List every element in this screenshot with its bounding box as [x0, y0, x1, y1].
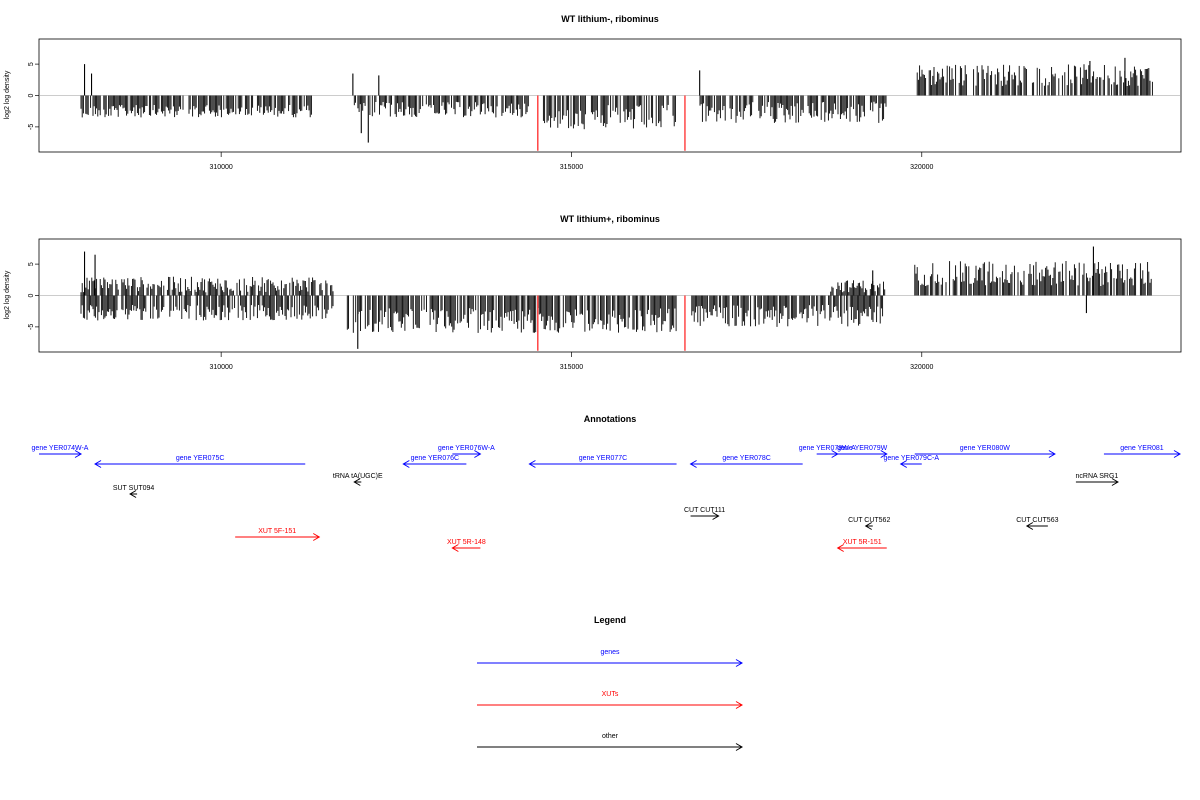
annotation-label: CUT CUT111 [684, 507, 725, 514]
annotation-feature: gene YER076W-A [438, 445, 495, 458]
annotation-feature: gene YER079W [837, 445, 888, 458]
annotation-label: gene YER076W-A [438, 445, 495, 452]
y-tick-label: -5 [28, 124, 35, 130]
arrowhead [1048, 450, 1056, 458]
annotation-feature: CUT CUT563 [1016, 517, 1059, 530]
legend-item: XUTs [477, 691, 743, 709]
y-tick-label: 5 [28, 62, 35, 66]
annotation-label: XUT 5F-151 [258, 528, 296, 535]
annotation-feature: gene YER081 [1103, 445, 1181, 458]
arrowhead [353, 478, 361, 486]
x-tick-label: 310000 [209, 164, 232, 171]
annotation-label: gene YER076C [411, 455, 460, 462]
x-tick-label: 310000 [209, 364, 232, 371]
arrowhead [899, 460, 908, 468]
arrowhead [451, 544, 459, 552]
annotation-label: gene YER075C [176, 455, 225, 462]
y-axis-label: log2 log density [4, 270, 11, 319]
legend: Legend genes XUTs other [477, 615, 743, 751]
legend-label: other [602, 733, 619, 740]
annotation-feature: gene YER076C [402, 455, 467, 468]
arrowhead [1025, 522, 1034, 530]
annotation-label: CUT CUT562 [848, 517, 890, 524]
coverage-panel-lithium-plus: WT lithium+, ribominus log2 log density … [4, 214, 1182, 371]
annotation-arrows: gene YER074W-A gene YER075C tRNA tA(UGC)E S… [32, 445, 1181, 552]
y-tick-label: 5 [28, 262, 35, 266]
legend-items: genes XUTs other [477, 649, 743, 751]
arrowhead [1111, 478, 1119, 486]
annotation-label: gene YER077C [579, 455, 628, 462]
panel-title: WT lithium+, ribominus [560, 214, 660, 224]
annotation-label: CUT CUT563 [1016, 517, 1058, 524]
panel-title: WT lithium-, ribominus [561, 14, 659, 24]
annotation-feature: gene YER075C [94, 455, 306, 468]
arrowhead [474, 450, 482, 458]
annotations-track: Annotations gene YER074W-A gene YER075C tR… [32, 414, 1181, 552]
arrowhead [689, 460, 697, 468]
coverage-panel-lithium-minus: WT lithium-, ribominus log2 log density … [4, 14, 1182, 171]
annotation-label: gene YER079C-A [883, 455, 939, 462]
annotation-feature: gene YER080W [914, 445, 1056, 458]
annotation-label: ncRNA SRG1 [1076, 473, 1119, 480]
legend-item: other [477, 733, 743, 751]
arrowhead [735, 659, 743, 667]
arrowhead [735, 701, 743, 709]
y-tick-label: 0 [28, 293, 35, 297]
axes: 5 0 -5 310000 315000 320000 [28, 262, 934, 371]
x-tick-label: 315000 [560, 164, 583, 171]
annotation-label: tRNA tA(UGC)E [333, 473, 383, 480]
axes: 5 0 -5 310000 315000 320000 [28, 62, 934, 171]
coverage-bars [39, 57, 1181, 151]
arrowhead [402, 460, 410, 468]
arrowhead [74, 450, 83, 458]
legend-title: Legend [594, 615, 626, 625]
x-tick-label: 320000 [910, 364, 933, 371]
coverage-bars [39, 246, 1181, 351]
legend-label: XUTs [602, 691, 619, 698]
annotation-feature: gene YER074W-A [32, 445, 89, 458]
arrowhead [94, 460, 102, 468]
annotation-label: XUT 5R-151 [843, 539, 882, 546]
y-tick-label: -5 [28, 324, 35, 330]
annotation-label: gene YER078C [722, 455, 771, 462]
annotation-feature: XUT 5F-151 [235, 528, 321, 541]
annotation-label: gene YER081 [1120, 445, 1164, 452]
legend-label: genes [600, 649, 620, 656]
arrowhead [528, 460, 536, 468]
annotations-title: Annotations [584, 414, 637, 424]
annotation-feature: gene YER077C [528, 455, 677, 468]
arrowhead [1173, 450, 1181, 458]
annotation-label: gene YER074W-A [32, 445, 89, 452]
annotation-feature: SUT SUT094 [113, 485, 155, 498]
arrowhead [836, 544, 844, 552]
annotation-feature: CUT CUT111 [684, 507, 725, 520]
annotation-label: SUT SUT094 [113, 485, 155, 492]
legend-item: genes [477, 649, 743, 667]
x-tick-label: 320000 [910, 164, 933, 171]
annotation-feature: gene YER078C [689, 455, 803, 468]
annotation-feature: ncRNA SRG1 [1076, 473, 1119, 486]
arrowhead [880, 450, 888, 458]
arrowhead [312, 533, 321, 541]
arrowhead [712, 512, 720, 520]
annotation-label: gene YER079W [837, 445, 887, 452]
annotation-feature: CUT CUT562 [848, 517, 890, 530]
y-tick-label: 0 [28, 93, 35, 97]
annotation-label: gene YER080W [960, 445, 1010, 452]
arrowhead [129, 490, 137, 498]
annotation-label: XUT 5R-148 [447, 539, 486, 546]
arrowhead [735, 743, 743, 751]
y-axis-label: log2 log density [4, 70, 11, 119]
annotation-feature: XUT 5R-148 [447, 539, 486, 552]
annotation-feature: gene YER079C-A [883, 455, 939, 468]
annotation-label: gene YER078W-A [799, 445, 856, 452]
arrowhead [864, 522, 872, 530]
annotation-feature: tRNA tA(UGC)E [333, 473, 383, 486]
x-tick-label: 315000 [560, 364, 583, 371]
annotation-feature: XUT 5R-151 [836, 539, 887, 552]
